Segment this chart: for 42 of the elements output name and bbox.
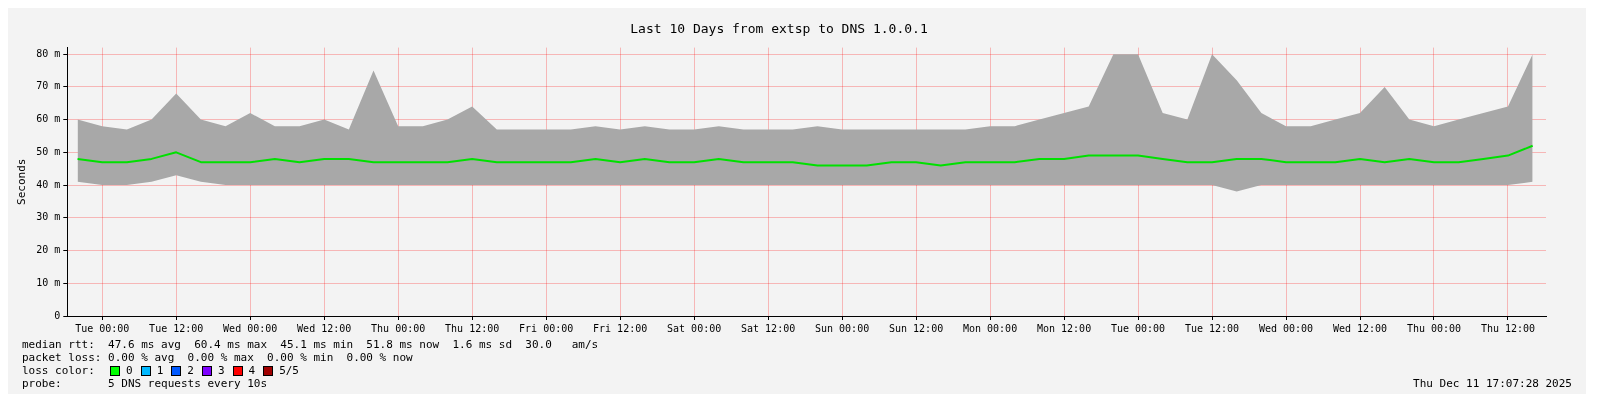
- x-tick-label: Fri 12:00: [593, 322, 648, 334]
- text: median rtt: 47.6 ms avg 60.4 ms max 45.1 ms min 51.8 ms now 1.6 ms sd 30.0 am/s: [22, 338, 600, 351]
- x-tick-label: Thu 00:00: [371, 322, 426, 334]
- x-tick-label: Wed 12:00: [297, 322, 352, 334]
- y-tick-label: 10 m: [36, 276, 61, 288]
- text: 5/5: [279, 364, 299, 377]
- y-tick-label: 60 m: [36, 113, 61, 125]
- y-axis-title: Seconds: [15, 158, 29, 205]
- x-tick-label: Wed 12:00: [1332, 322, 1388, 334]
- x-tick-label: Wed 00:00: [1258, 322, 1314, 334]
- y-tick-label: 0: [54, 309, 61, 321]
- x-tick-label: Tue 12:00: [149, 322, 204, 334]
- text: packet loss: 0.00 % avg 0.00 % max 0.00 % min 0.00 % now: [22, 351, 414, 364]
- y-tick-label: 20 m: [36, 244, 61, 256]
- x-tick-label: Tue 12:00: [1184, 322, 1240, 334]
- text: probe: 5 DNS requests every 10s: [22, 377, 268, 390]
- text: loss color:: [22, 364, 96, 377]
- text: 0: [126, 364, 133, 377]
- y-tick-label: 50 m: [36, 145, 61, 157]
- x-tick-label: Mon 12:00: [1036, 322, 1092, 334]
- y-tick-label: 30 m: [36, 211, 61, 223]
- y-tick-label: 40 m: [36, 178, 61, 190]
- y-tick-label: 70 m: [36, 80, 61, 92]
- x-tick-label: Sat 00:00: [667, 322, 722, 334]
- text: 3: [217, 364, 225, 377]
- x-tick-label: Fri 00:00: [519, 322, 574, 334]
- text: 4: [248, 364, 256, 377]
- text: Thu Dec 11 17:07:28 2025: [1413, 377, 1572, 390]
- x-tick-label: Sun 00:00: [815, 322, 870, 334]
- x-tick-label: Tue 00:00: [75, 322, 130, 334]
- x-tick-label: Thu 12:00: [1480, 322, 1536, 334]
- x-tick-label: Sat 12:00: [741, 322, 796, 334]
- x-tick-label: Thu 00:00: [1406, 322, 1462, 334]
- x-tick-label: Tue 00:00: [1110, 322, 1166, 334]
- y-tick-label: 80 m: [36, 47, 61, 59]
- text: 1: [156, 364, 164, 377]
- text: 2: [187, 364, 194, 377]
- x-tick-label: Mon 00:00: [962, 322, 1018, 334]
- x-tick-label: Sun 12:00: [888, 322, 944, 334]
- x-tick-label: Thu 12:00: [445, 322, 500, 334]
- x-tick-label: Wed 00:00: [223, 322, 278, 334]
- chart-title: Last 10 Days from extsp to DNS 1.0.0.1: [630, 21, 928, 37]
